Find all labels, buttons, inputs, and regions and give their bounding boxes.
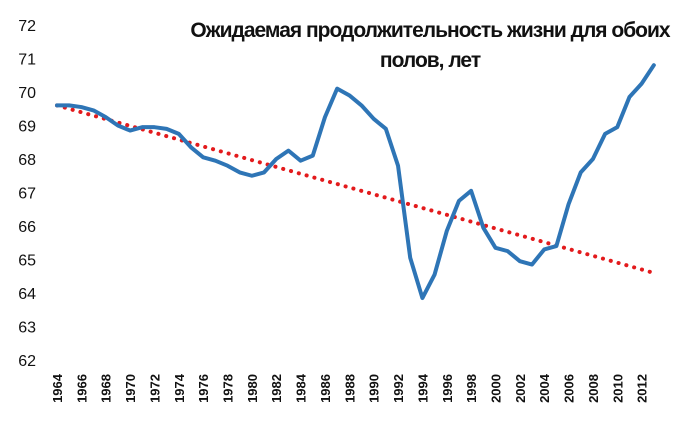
x-tick-label: 1984 xyxy=(294,373,309,403)
x-tick-label: 1966 xyxy=(74,374,89,403)
x-tick-label: 1986 xyxy=(318,374,333,403)
x-tick-label: 1974 xyxy=(172,373,187,403)
series-line-layer xyxy=(55,63,656,301)
x-tick-label: 1990 xyxy=(367,374,382,403)
x-tick-label: 1980 xyxy=(245,374,260,403)
x-tick-label: 1988 xyxy=(342,374,357,403)
x-tick-label: 2010 xyxy=(610,374,625,403)
x-tick-label: 2000 xyxy=(488,374,503,403)
trend-line-layer xyxy=(55,103,656,275)
x-axis-tick-labels: 1964 1966 1968 1970 1972 1974 1976 1978 1980 1982… xyxy=(50,373,650,403)
y-tick-label: 72 xyxy=(18,18,36,35)
y-tick-label: 62 xyxy=(18,353,36,370)
chart-title-line-1: Ожидаемая продолжительность жизни для об… xyxy=(190,19,670,42)
x-tick-label: 1976 xyxy=(196,374,211,403)
x-tick-label: 1972 xyxy=(147,374,162,403)
x-tick-label: 1996 xyxy=(440,374,455,403)
y-tick-label: 66 xyxy=(18,219,36,236)
y-axis-tick-labels: 62 63 64 65 66 67 68 69 70 71 72 xyxy=(18,18,36,370)
x-tick-label: 2008 xyxy=(586,374,601,403)
x-tick-label: 1978 xyxy=(221,374,236,403)
y-tick-label: 70 xyxy=(18,85,36,102)
y-tick-label: 63 xyxy=(18,320,36,337)
x-tick-label: 2004 xyxy=(537,373,552,403)
x-tick-label: 1964 xyxy=(50,373,65,403)
y-tick-label: 65 xyxy=(18,253,36,270)
life-expectancy-line xyxy=(55,63,656,301)
x-tick-label: 2006 xyxy=(562,374,577,403)
y-tick-label: 69 xyxy=(18,119,36,136)
trend-line xyxy=(55,103,656,275)
x-tick-label: 1968 xyxy=(99,374,114,403)
y-tick-label: 71 xyxy=(18,52,36,69)
y-tick-label: 67 xyxy=(18,186,36,203)
x-tick-label: 2012 xyxy=(635,374,650,403)
chart-title: Ожидаемая продолжительность жизни для об… xyxy=(170,16,690,76)
x-tick-label: 2002 xyxy=(513,374,528,403)
x-tick-label: 1982 xyxy=(269,374,284,403)
y-tick-label: 64 xyxy=(18,286,36,303)
x-tick-label: 1994 xyxy=(415,373,430,403)
x-tick-label: 1992 xyxy=(391,374,406,403)
y-tick-label: 68 xyxy=(18,152,36,169)
x-tick-label: 1970 xyxy=(123,374,138,403)
chart-title-line-2: полов, лет xyxy=(379,49,481,72)
x-tick-label: 1998 xyxy=(464,374,479,403)
